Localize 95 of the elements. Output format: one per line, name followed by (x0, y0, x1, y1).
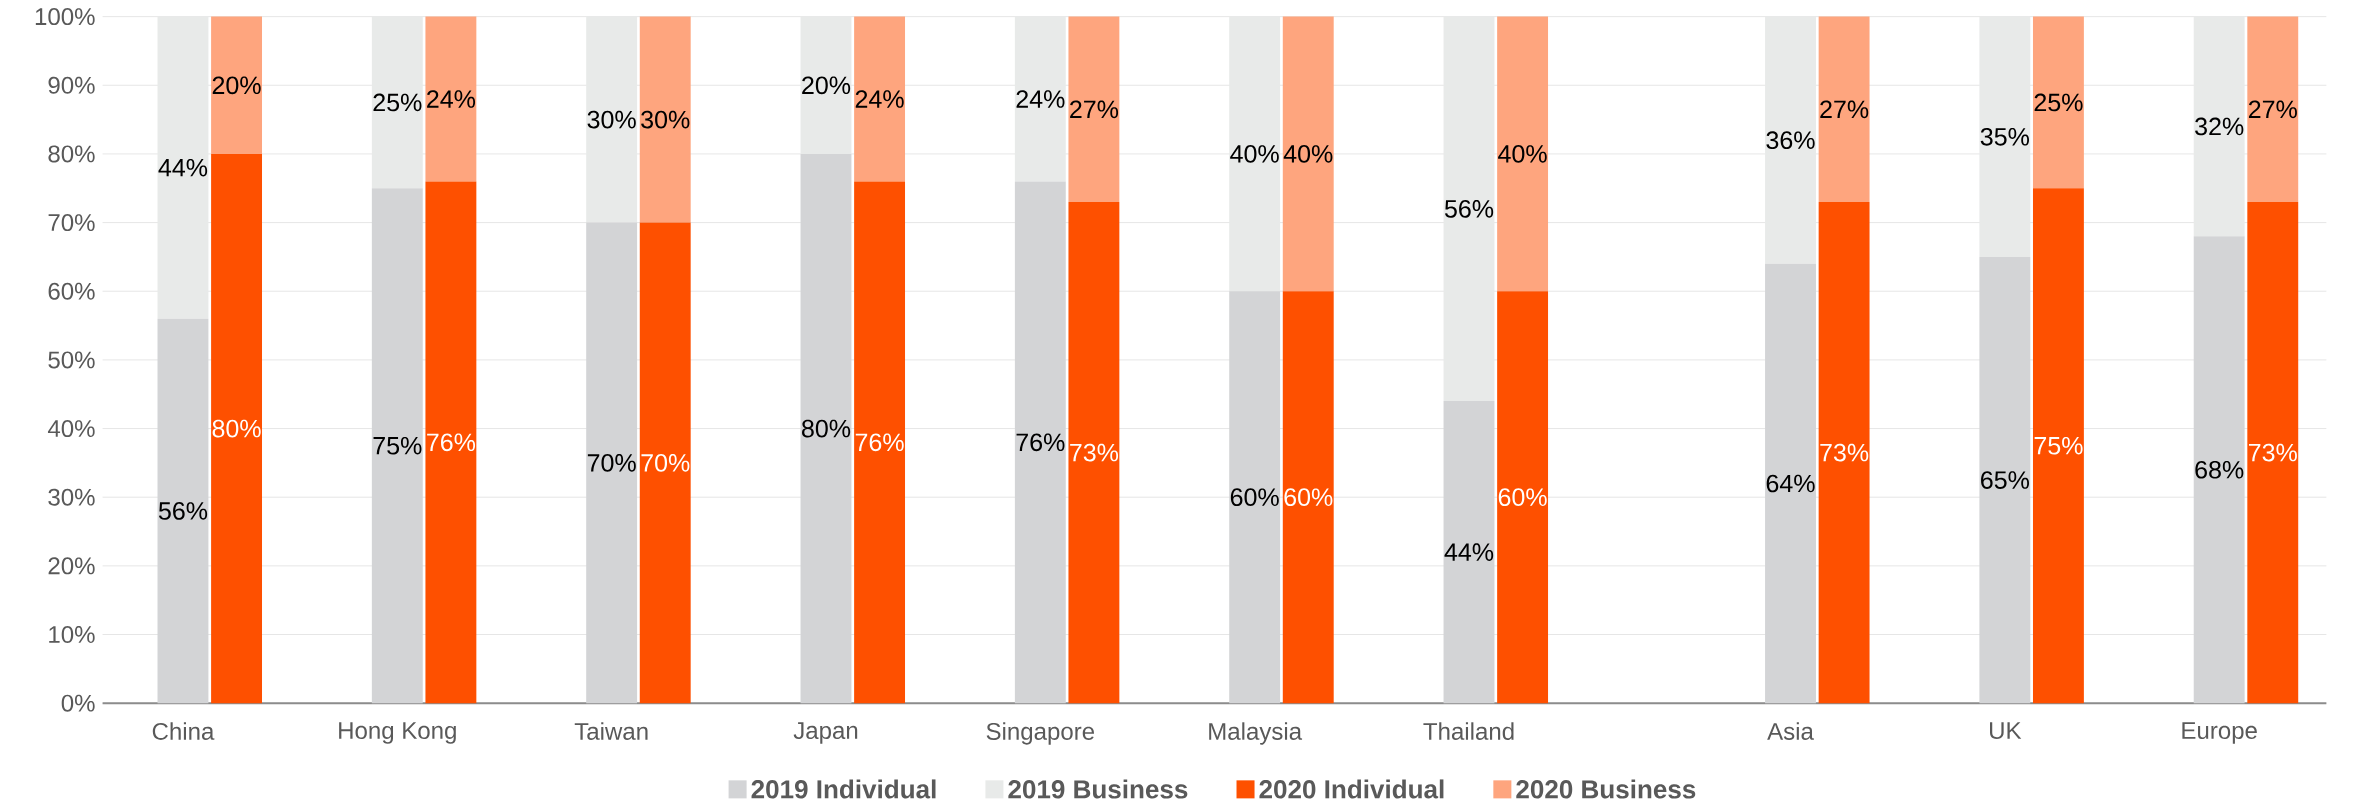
x-tick-label: Japan (793, 722, 858, 744)
bar (639, 16, 691, 223)
y-tick-label: 70% (48, 213, 95, 231)
bar (1068, 201, 1120, 704)
y-tick-label: 100% (35, 7, 95, 25)
bar (1229, 291, 1281, 704)
y-tick-label: 80% (48, 145, 95, 163)
y-tick-label: 20% (48, 557, 95, 575)
data-label: 27% (1820, 100, 1869, 118)
data-label: 44% (1444, 543, 1494, 561)
bar (425, 181, 477, 704)
data-label: 73% (1820, 443, 1869, 462)
data-label: 24% (1016, 90, 1065, 108)
legend-label: 2019 Business (1008, 779, 1188, 799)
bar (2247, 201, 2299, 704)
data-label: 73% (1070, 443, 1119, 462)
data-label: 73% (2249, 443, 2297, 462)
data-label: 40% (1498, 144, 1547, 163)
data-label: 60% (1230, 488, 1279, 506)
data-label: 76% (855, 433, 904, 451)
legend-label: 2020 Business (1516, 779, 1696, 799)
y-tick-label: 10% (49, 625, 95, 643)
bar (2032, 16, 2084, 189)
bar (211, 16, 263, 154)
bar (211, 153, 263, 704)
y-tick-label: 40% (47, 419, 95, 437)
x-tick-label: Taiwan (574, 722, 648, 740)
bar (1497, 291, 1549, 704)
data-label: 76% (1016, 433, 1065, 451)
data-label: 27% (2248, 100, 2297, 118)
data-label: 36% (1766, 131, 1815, 149)
x-tick-label: Hong Kong (339, 722, 456, 744)
x-tick-label: UK (1990, 722, 2022, 739)
x-tick-label: Europe (2182, 722, 2257, 744)
data-label: 75% (373, 436, 422, 455)
bar (1443, 400, 1495, 704)
bar (1497, 16, 1549, 292)
data-label: 70% (587, 453, 636, 472)
legend-label: 2020 Individual (1259, 779, 1444, 799)
data-label: 80% (802, 419, 851, 438)
bar (854, 181, 906, 704)
data-label: 32% (2195, 117, 2244, 136)
bar (1979, 256, 2031, 704)
data-label: 60% (1498, 488, 1547, 506)
data-label: 24% (855, 90, 904, 108)
data-label: 24% (427, 90, 476, 108)
y-tick-label: 0% (61, 694, 95, 712)
bar (371, 188, 423, 704)
data-label: 40% (1283, 144, 1333, 163)
x-tick-label: China (152, 722, 215, 740)
data-label: 25% (373, 93, 422, 112)
data-label: 30% (641, 110, 690, 129)
data-label: 30% (587, 110, 636, 129)
y-tick-label: 90% (48, 76, 95, 94)
bar (2193, 236, 2245, 704)
bar (157, 318, 209, 704)
data-label: 64% (1766, 474, 1815, 493)
bar (1818, 201, 1870, 704)
bar (1014, 181, 1066, 704)
bar (1282, 291, 1334, 704)
data-label: 40% (1230, 144, 1279, 163)
x-tick-label: Malaysia (1209, 722, 1303, 745)
bar (854, 16, 906, 182)
x-tick-label: Singapore (986, 722, 1095, 745)
data-label: 27% (1070, 100, 1119, 118)
data-label: 75% (2034, 436, 2083, 455)
data-label: 76% (427, 433, 476, 451)
bar (586, 222, 638, 704)
data-label: 44% (158, 158, 208, 177)
data-label: 65% (1981, 471, 2029, 489)
bar (1818, 16, 1870, 202)
y-tick-label: 50% (48, 351, 95, 369)
x-tick-label: Thailand (1423, 722, 1514, 740)
bar (1068, 16, 1120, 202)
x-tick-label: Asia (1767, 722, 1814, 740)
bar (639, 222, 691, 704)
y-tick-label: 30% (48, 488, 95, 506)
data-label: 20% (802, 76, 851, 94)
bar (1282, 16, 1334, 292)
data-label: 20% (212, 76, 261, 94)
bar (2247, 16, 2299, 202)
data-label: 35% (1980, 127, 2029, 146)
legend-label: 2019 Individual (751, 779, 936, 799)
data-label: 68% (2195, 460, 2244, 479)
bar (800, 153, 852, 704)
data-label: 80% (212, 419, 261, 438)
data-label: 60% (1284, 488, 1333, 506)
data-label: 56% (1444, 199, 1494, 218)
bar (2032, 188, 2084, 704)
data-label: 25% (2034, 93, 2083, 112)
data-label: 70% (641, 453, 690, 472)
bar (425, 16, 477, 182)
data-label: 56% (158, 501, 208, 520)
bar (1765, 263, 1816, 704)
y-tick-label: 60% (48, 282, 95, 300)
